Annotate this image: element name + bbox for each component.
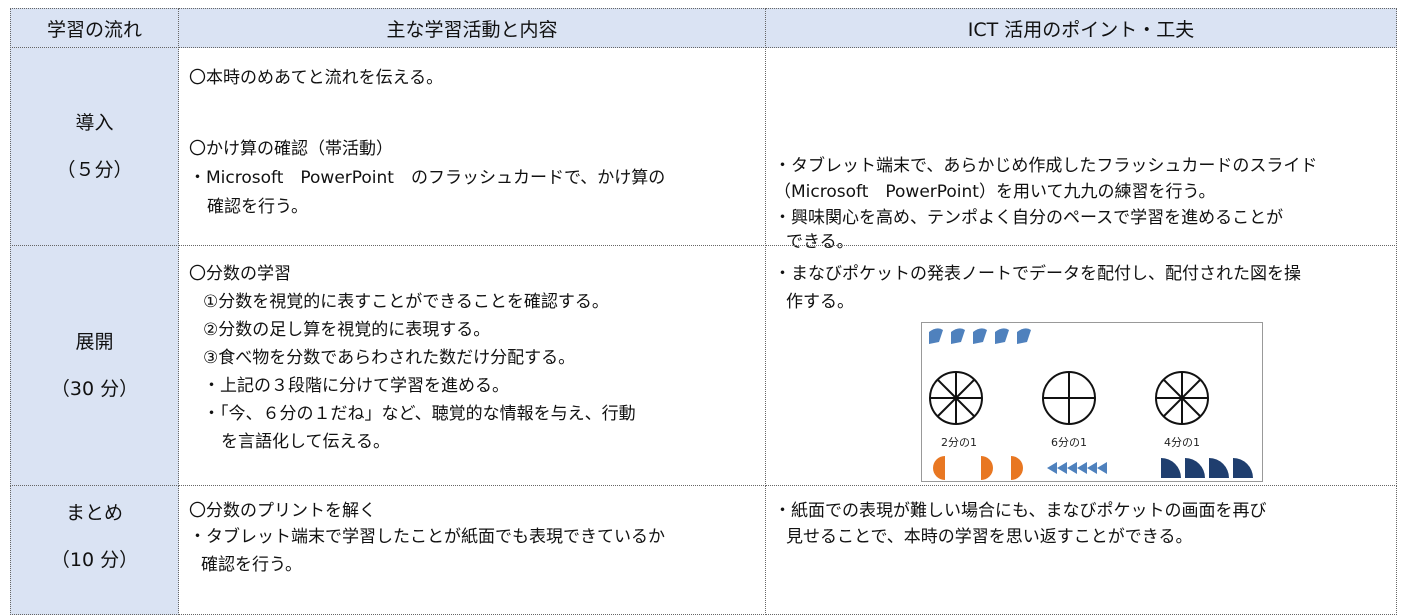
stage-cell: 導入 （５分） (10, 47, 179, 246)
header-cell: 主な学習活動と内容 (178, 8, 766, 48)
header: 主な学習活動と内容 (386, 18, 558, 41)
stage-cell: 展開 （30 分） (10, 245, 179, 486)
header: ICT 活用のポイント・工夫 (967, 18, 1195, 41)
text-line: 見せることで、本時の学習を思い返すことができる。 (786, 527, 1193, 547)
figure-frame (921, 322, 1263, 482)
stage: 導入 (75, 111, 114, 134)
header-cell: ICT 活用のポイント・工夫 (765, 8, 1397, 48)
stage-time: （30 分） (50, 377, 139, 400)
activity-cell: 〇本時のめあてと流れを伝える。 〇かけ算の確認（帯活動） ・Microsoft … (178, 47, 766, 246)
activity-cell: 〇分数のプリントを解く ・タブレット端末で学習したことが紙面でも表現できているか… (178, 485, 766, 615)
figure-label: 2分の1 (941, 436, 977, 449)
text-line: できる。 (786, 232, 854, 252)
text-line: 作する。 (786, 292, 854, 312)
figure-label: 6分の1 (1051, 436, 1087, 449)
ict-cell: ・紙面での表現が難しい場合にも、まなびポケットの画面を再び 見せることで、本時の… (765, 485, 1397, 615)
text-line: ・紙面での表現が難しい場合にも、まなびポケットの画面を再び (774, 501, 1267, 521)
fraction-figure: 2分の1 6分の1 4分の1 (921, 322, 1263, 482)
petals (929, 328, 1031, 344)
text-line: 確認を行う。 (207, 197, 308, 217)
text-line: ・Microsoft PowerPoint のフラッシュカードで、かけ算の (189, 168, 666, 188)
text-line: ③食べ物を分数であらわされた数だけ分配する。 (203, 348, 576, 368)
text-line: 確認を行う。 (201, 555, 302, 575)
text-line: ②分数の足し算を視覚的に表現する。 (203, 320, 491, 340)
ict-cell: ・まなびポケットの発表ノートでデータを配付し、配付された図を操 作する。 2分の… (765, 245, 1397, 486)
fraction-circles (929, 371, 1209, 425)
stage: 展開 (75, 330, 114, 353)
ict-cell: ・タブレット端末で、あらかじめ作成したフラッシュカードのスライド （Micros… (765, 47, 1397, 252)
text-line: 〇分数のプリントを解く (189, 501, 376, 521)
text-line: ・上記の３段階に分けて学習を進める。 (203, 376, 509, 396)
text-line: ①分数を視覚的に表すことができることを確認する。 (203, 292, 609, 312)
text-line: ・興味関心を高め、テンポよく自分のペースで学習を進めることが (774, 208, 1284, 228)
text-line: 〇かけ算の確認（帯活動） (189, 139, 393, 159)
text-line: ・タブレット端末で学習したことが紙面でも表現できているか (189, 527, 665, 547)
text-line: ・まなびポケットの発表ノートでデータを配付し、配付された図を操 (774, 264, 1301, 284)
stage-time: （10 分） (50, 549, 139, 571)
header-cell: 学習の流れ (10, 8, 179, 48)
text-line: ・タブレット端末で、あらかじめ作成したフラッシュカードのスライド (774, 156, 1318, 176)
text-line: ・「今、６分の１だね」など、聴覚的な情報を与え、行動 (203, 404, 636, 424)
sixths (1047, 462, 1107, 474)
halves (933, 456, 1023, 480)
header: 学習の流れ (46, 18, 142, 41)
text-line: 〇本時のめあてと流れを伝える。 (189, 68, 444, 88)
quarters (1161, 458, 1253, 478)
stage: まとめ (65, 502, 123, 524)
text-line: を言語化して伝える。 (221, 432, 390, 452)
figure-label: 4分の1 (1164, 436, 1200, 449)
text-line: （Microsoft PowerPoint）を用いて九九の練習を行う。 (774, 182, 1216, 202)
stage-time: （５分） (56, 158, 133, 181)
stage-cell: まとめ （10 分） (10, 485, 179, 615)
text-line: 〇分数の学習 (189, 264, 291, 284)
activity-cell: 〇分数の学習 ①分数を視覚的に表すことができることを確認する。 ②分数の足し算を… (178, 245, 766, 486)
